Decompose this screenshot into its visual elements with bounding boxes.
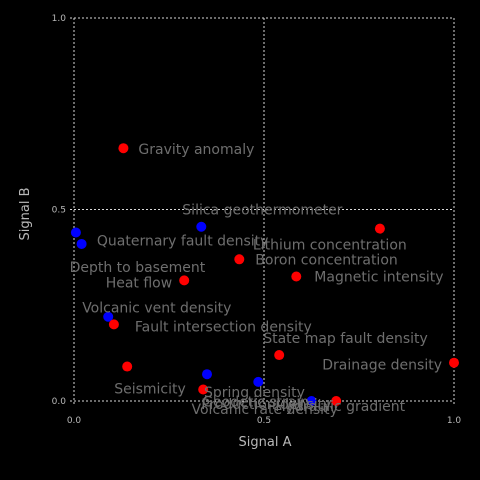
point-label: Quaternary fault density	[97, 233, 269, 249]
point-label: Gravity anomaly	[138, 142, 254, 158]
point-labels: Gravity anomaly Silica geothermometer Lith…	[70, 142, 444, 418]
point-label: Seismicity	[114, 382, 186, 398]
point-label: Drainage density	[322, 358, 442, 374]
scatter-point	[234, 254, 244, 264]
scatter-point	[449, 358, 459, 368]
scatter-point	[196, 222, 206, 232]
scatter-point	[179, 275, 189, 285]
scatter-point	[274, 350, 284, 360]
scatter-point	[109, 319, 119, 329]
point-label: State map fault density	[263, 331, 428, 347]
x-axis-label: Signal A	[239, 435, 292, 450]
y-axis-label: Signal B	[18, 188, 33, 241]
point-label: Volcanic vent density	[82, 301, 231, 317]
point-label: Magnetic intensity	[314, 270, 443, 286]
point-label: Heat flow	[106, 275, 173, 291]
x-tick-label: 1.0	[447, 416, 462, 426]
scatter-point	[202, 369, 212, 379]
scatter-point	[122, 362, 132, 372]
y-tick-label: 0.0	[52, 397, 67, 407]
point-label: Depth to basement	[70, 260, 206, 276]
x-tick-label: 0.0	[67, 416, 82, 426]
y-tick-label: 1.0	[52, 14, 67, 24]
point-label: Lithium concentration	[253, 238, 407, 254]
scatter-point	[77, 239, 87, 249]
point-label: Silica geothermometer	[182, 203, 342, 219]
scatter-point	[71, 227, 81, 237]
point-label: Production density	[201, 397, 331, 413]
point-label: Boron concentration	[255, 252, 397, 268]
scatter-point	[118, 143, 128, 153]
y-tick-label: 0.5	[52, 206, 66, 216]
scatter-point	[291, 272, 301, 282]
scatter-point	[375, 224, 385, 234]
